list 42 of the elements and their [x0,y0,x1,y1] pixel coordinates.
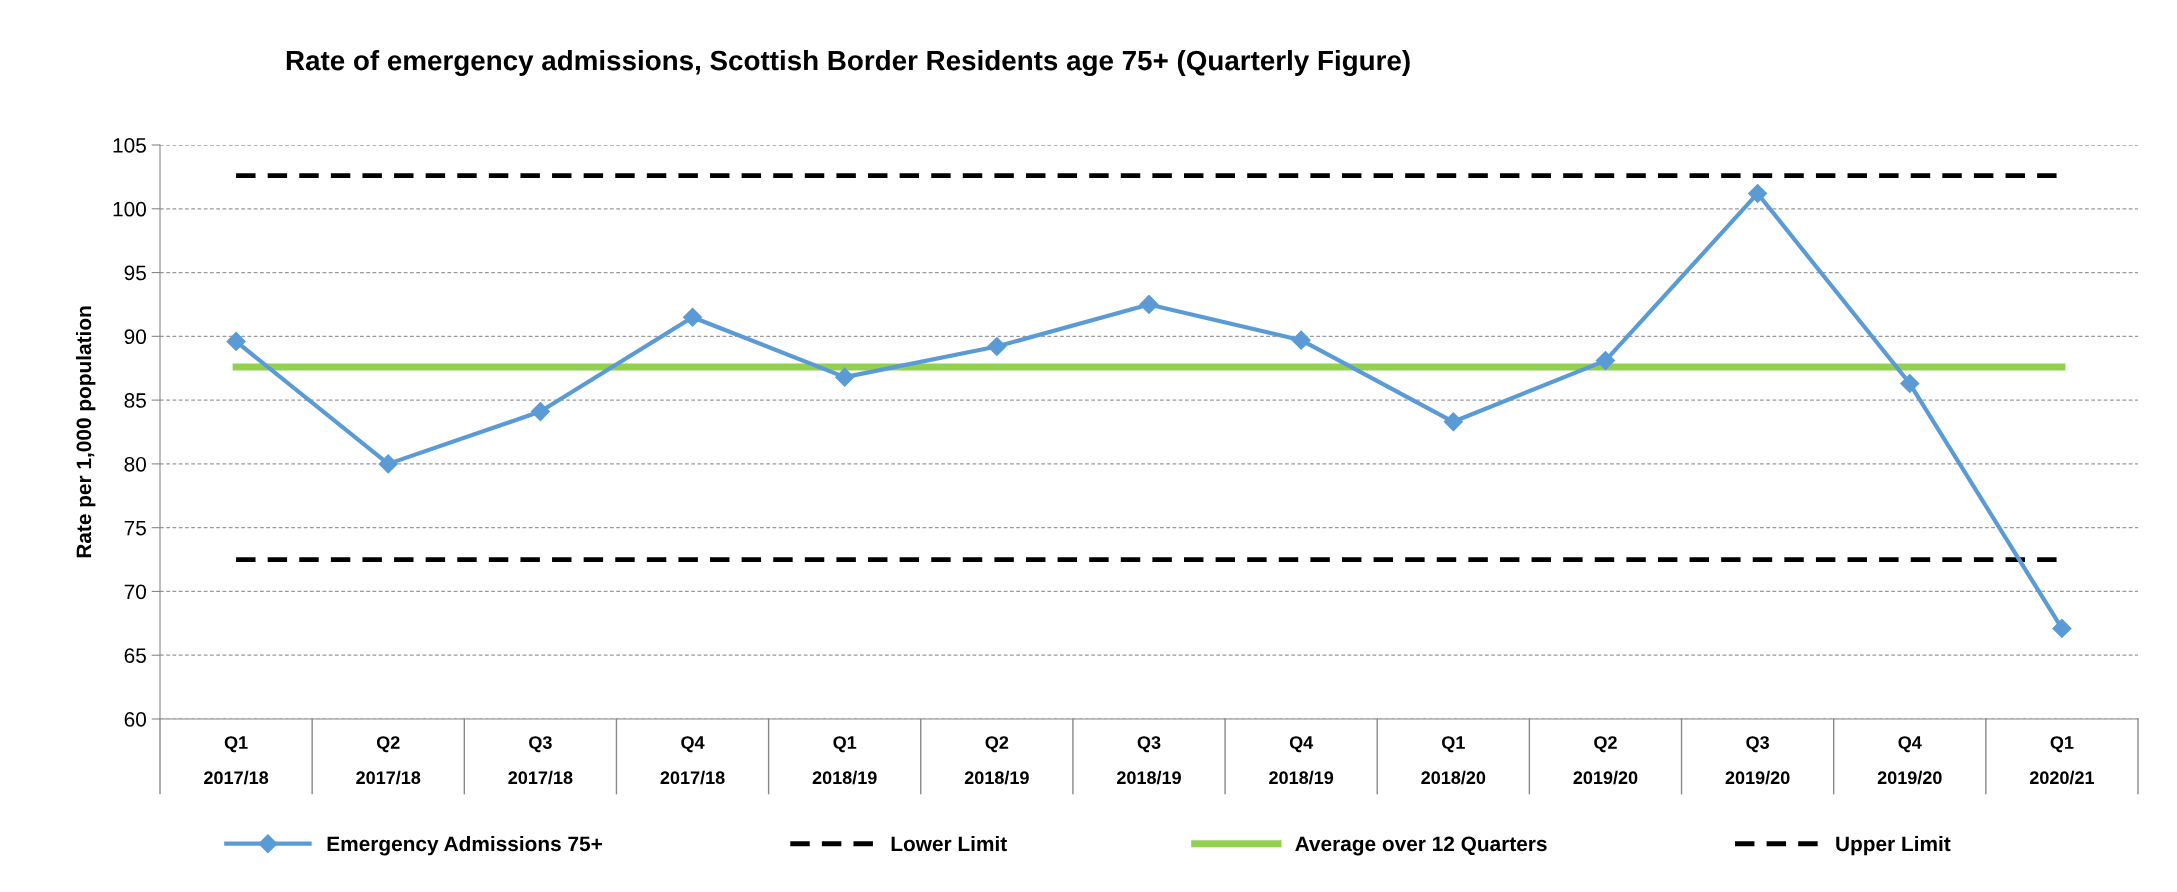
y-tick-label: 100 [113,201,146,217]
point [1595,351,1615,371]
y-tick-label: 65 [124,648,146,663]
y-tick-label: 60 [124,712,146,727]
legend-label: Lower Limit [891,835,1007,852]
x-tick-label: Q2 2018/19 [964,736,1029,785]
point [1900,373,1920,394]
y-tick-label: 70 [124,584,146,600]
x-tick-label: Q2 2019/20 [1573,736,1638,785]
y-tick-label: 75 [124,520,146,536]
y-tick-label: 80 [124,456,146,472]
point [1748,183,1768,204]
x-tick-label: Q1 2020/21 [2029,736,2095,785]
x-tick-label: Q1 2018/20 [1421,736,1486,785]
point [2052,618,2072,638]
point [226,331,246,351]
x-tick-label: Q4 2018/19 [1269,736,1334,785]
x-tick-label: Q1 2017/18 [204,736,269,785]
chart-title: Rate of emergency admissions, Scottish Border Residents age 75+ (Quarterly Figure) [286,49,1410,77]
point [987,337,1007,357]
point [1139,294,1159,314]
y-axis-title: Rate per 1,000 population [75,306,96,558]
x-tick-label: Q4 2017/18 [660,736,725,785]
x-tick-label: Q1 2018/19 [812,736,877,785]
point [530,402,550,422]
x-tick-label: Q3 2017/18 [508,736,573,785]
y-tick-label: 85 [124,393,146,408]
x-tick-label: Q3 2019/20 [1725,736,1790,785]
point [1291,330,1311,350]
x-tick-label: Q2 2017/18 [356,736,421,785]
point [378,454,398,474]
x-tick-label: Q3 2018/19 [1117,736,1181,785]
x-tick-label: Q4 2019/20 [1877,736,1942,785]
point [835,367,855,387]
legend-label: Upper Limit [1836,835,1951,856]
point [683,307,703,327]
legend-label: Emergency Admissions 75+ [327,835,602,856]
point [1443,412,1463,432]
legend-label: Average over 12 Quarters [1295,836,1547,856]
y-tick-label: 90 [124,329,146,345]
y-tick-label: 105 [113,138,146,153]
y-tick-label: 95 [124,265,146,281]
